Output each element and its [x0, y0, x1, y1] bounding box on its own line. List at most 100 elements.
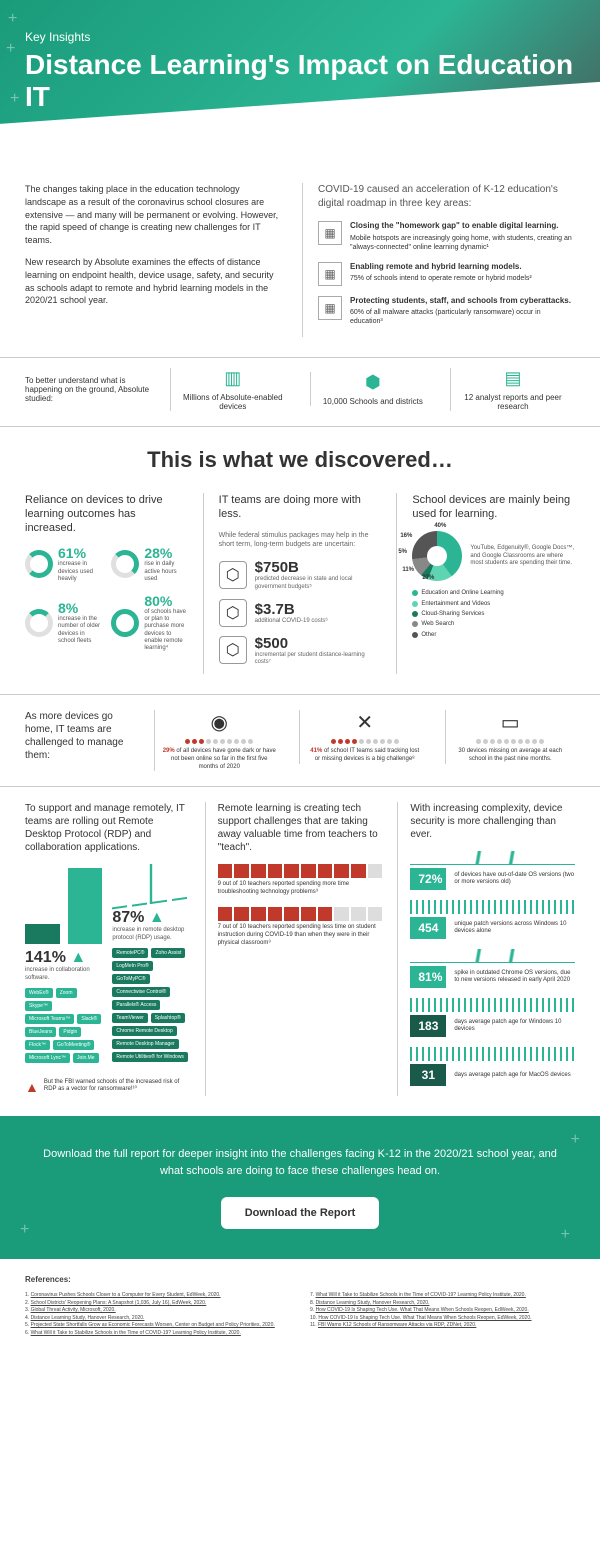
rating-bar: [234, 864, 249, 878]
warning-icon: ▲: [25, 1079, 39, 1096]
app-pill: Slack®: [77, 1014, 101, 1024]
budget-item: ⬡$3.7Badditional COVID-19 costs⁶: [219, 599, 382, 627]
usage-desc: YouTube, Edgenuity®, Google Docs™, and G…: [470, 545, 575, 567]
challenge-item: ▭30 devices missing on average at each s…: [445, 710, 576, 764]
app-pill: LogMeIn Pro®: [112, 961, 152, 971]
security-item: 31days average patch age for MacOS devic…: [410, 1047, 575, 1086]
study-intro: To better understand what is happening o…: [25, 376, 155, 403]
sparkline: [410, 851, 575, 865]
key-area: ▦Protecting students, staff, and schools…: [318, 296, 575, 327]
security-badge: 72%: [410, 868, 446, 890]
app-pill: Chrome Remote Desktop: [112, 1026, 176, 1036]
rating-bar: [351, 864, 366, 878]
challenge-item: ◉29% of all devices have gone dark or ha…: [154, 710, 285, 771]
download-report-button[interactable]: Download the Report: [221, 1197, 380, 1229]
rdp-heading: To support and manage remotely, IT teams…: [25, 802, 190, 854]
budget-item: ⬡$500incremental per student distance-le…: [219, 635, 382, 666]
legend-item: Other: [412, 631, 575, 639]
reference-item: 7. What Will it Take to Stabilize School…: [310, 1292, 575, 1300]
pie-label: 27%: [422, 575, 434, 581]
key-area: ▦Closing the "homework gap" to enable di…: [318, 221, 575, 252]
challenge-intro: As more devices go home, IT teams are ch…: [25, 710, 139, 762]
rating-bar: [368, 864, 383, 878]
study-icon: ▥: [179, 368, 287, 389]
key-areas-heading: COVID-19 caused an acceleration of K-12 …: [318, 183, 575, 211]
stat: 8%increase in the number of older device…: [25, 593, 101, 652]
app-pill: GoToMyPC®: [112, 974, 149, 984]
app-pill: Zoho Assist: [151, 948, 185, 958]
pie-label: 16%: [400, 533, 412, 539]
rating-bar: [318, 864, 333, 878]
sparkline: [410, 1047, 575, 1061]
rating-bar: [301, 864, 316, 878]
rating-bar: [318, 907, 333, 921]
app-pill: Microsoft Teams™: [25, 1014, 74, 1024]
rating-bar: [301, 907, 316, 921]
hero-kicker: Key Insights: [25, 30, 575, 44]
key-area-icon: ▦: [318, 221, 342, 245]
challenge-icon: ▭: [454, 710, 568, 735]
app-pill: Pidgin: [59, 1027, 81, 1037]
findings-row-1: Reliance on devices to drive learning ou…: [0, 493, 600, 696]
usage-heading: School devices are mainly being used for…: [412, 493, 575, 522]
donut-icon: [111, 609, 139, 637]
security-badge: 183: [410, 1015, 446, 1037]
challenge-icon: ✕: [308, 710, 422, 735]
rating-bar: [334, 864, 349, 878]
security-badge: 81%: [410, 966, 446, 988]
rating-bar: [218, 864, 233, 878]
key-area-icon: ▦: [318, 296, 342, 320]
pie-label: 11%: [402, 567, 414, 573]
reference-item: 1. Coronavirus Pushes Schools Closer to …: [25, 1292, 290, 1300]
security-item: 454unique patch versions across Windows …: [410, 900, 575, 939]
app-pill: Remote Utilities® for Windows: [112, 1052, 188, 1062]
rating-bar: [268, 907, 283, 921]
rating-bar: [284, 907, 299, 921]
rating-1: 9 out of 10 teachers reported spending m…: [218, 864, 383, 897]
security-item: 183days average patch age for Windows 10…: [410, 998, 575, 1037]
security-badge: 454: [410, 917, 446, 939]
security-item: 81%spike in outdated Chrome OS versions,…: [410, 949, 575, 988]
rating-bar: [268, 864, 283, 878]
stat: 61%increase in devices used heavily: [25, 545, 101, 583]
intro-p1: The changes taking place in the educatio…: [25, 183, 282, 246]
legend-item: Cloud-Sharing Services: [412, 610, 575, 618]
hero-banner: ++++ Key Insights Distance Learning's Im…: [0, 0, 600, 163]
study-icon: ▤: [459, 368, 567, 389]
discover-heading: This is what we discovered…: [0, 427, 600, 493]
key-area: ▦Enabling remote and hybrid learning mod…: [318, 262, 575, 286]
findings-row-2: To support and manage remotely, IT teams…: [0, 787, 600, 1116]
rating-bar: [218, 907, 233, 921]
intro-p2: New research by Absolute examines the ef…: [25, 256, 282, 306]
study-item: ⬢10,000 Schools and districts: [310, 372, 435, 406]
donut-icon: [25, 609, 53, 637]
reference-item: 5. Projected State Shortfalls Grow as Ec…: [25, 1322, 290, 1330]
app-pill: Join.Me: [73, 1053, 99, 1063]
legend-item: Entertainment and Videos: [412, 600, 575, 608]
hero-title: Distance Learning's Impact on Education …: [25, 49, 575, 113]
sparkline: [410, 949, 575, 963]
reference-item: 8. Distance Learning Study, Hanover Rese…: [310, 1300, 575, 1308]
references: References: 1. Coronavirus Pushes School…: [0, 1259, 600, 1352]
legend-item: Education and Online Learning: [412, 589, 575, 597]
pie-label: 5%: [398, 549, 407, 555]
budget-icon: ⬡: [219, 561, 247, 589]
usage-pie-chart: [412, 531, 462, 581]
rating-bar: [251, 907, 266, 921]
security-heading: With increasing complexity, device secur…: [410, 802, 575, 841]
reference-item: 10. How COVID-19 Is Shaping Tech Use. Wh…: [310, 1315, 575, 1323]
app-pill: TeamViewer: [112, 1013, 147, 1023]
reference-item: 4. Distance Learning Study, Hanover Rese…: [25, 1315, 290, 1323]
app-pill: Connectwise Control®: [112, 987, 170, 997]
rating-2: 7 out of 10 teachers reported spending l…: [218, 907, 383, 947]
budgets-heading: IT teams are doing more with less.: [219, 493, 382, 522]
cta-banner: +++ Download the full report for deeper …: [0, 1116, 600, 1259]
rdp-stat2-txt: increase in remote desktop protocol (RDP…: [112, 927, 189, 941]
rating-bar: [251, 864, 266, 878]
fbi-warning: But the FBI warned schools of the increa…: [44, 1079, 190, 1093]
reference-item: 6. What Will it Take to Stabilize School…: [25, 1330, 290, 1338]
stat: 28%rise in daily active hours used: [111, 545, 187, 583]
rdp-stat1-txt: increase in collaboration software.: [25, 967, 102, 981]
study-item: ▤12 analyst reports and peer research: [450, 368, 575, 411]
app-pill: BlueJeans: [25, 1027, 56, 1037]
